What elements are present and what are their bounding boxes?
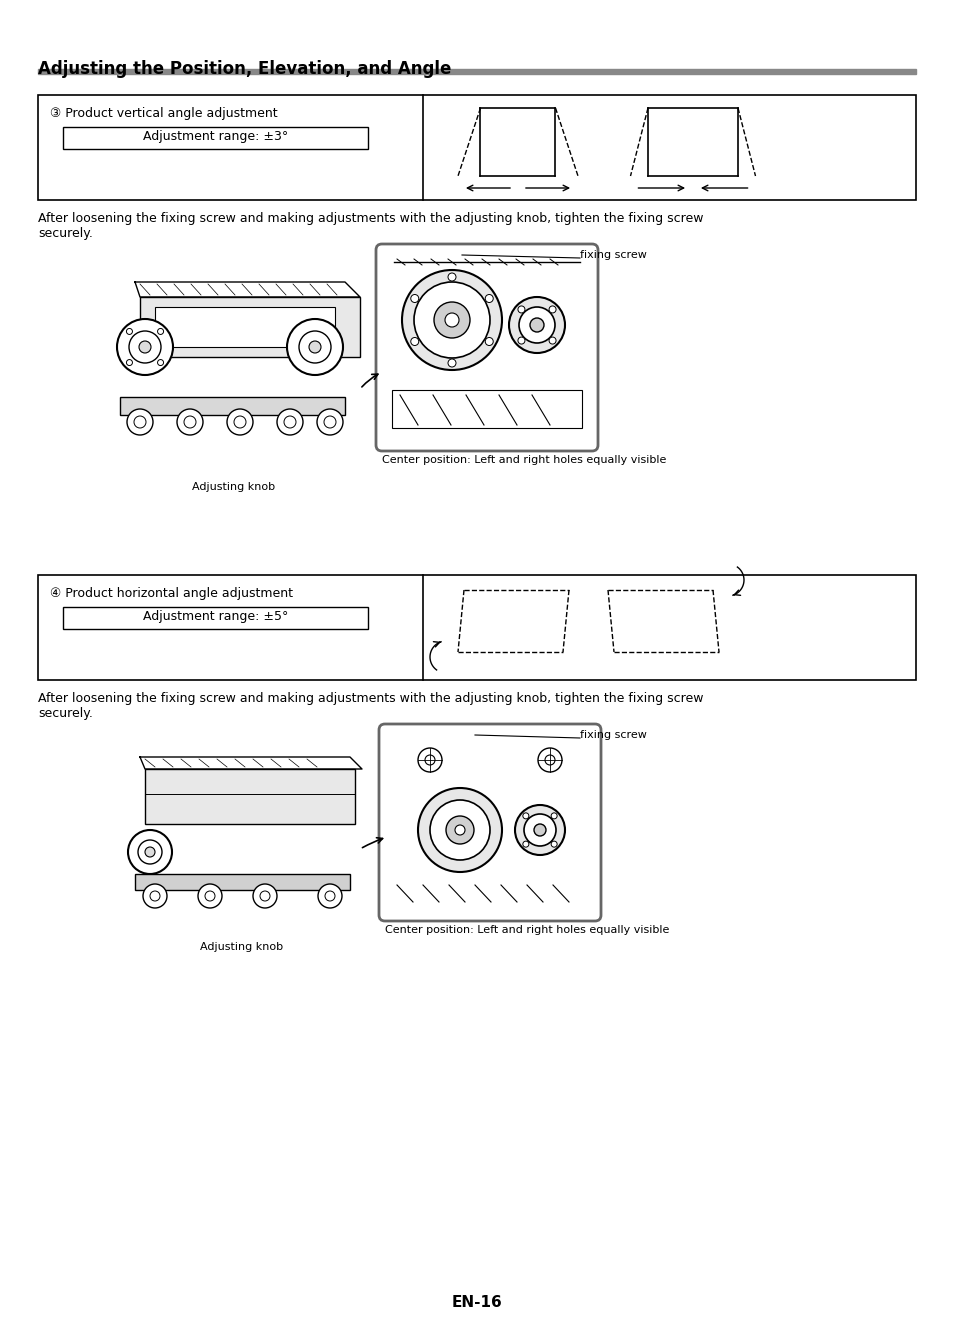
Circle shape xyxy=(434,302,470,338)
Circle shape xyxy=(309,341,320,353)
Circle shape xyxy=(205,890,214,901)
Circle shape xyxy=(446,816,474,844)
Circle shape xyxy=(316,409,343,435)
Bar xyxy=(140,297,359,357)
Circle shape xyxy=(430,800,490,860)
Circle shape xyxy=(184,416,195,428)
Bar xyxy=(63,127,368,148)
Circle shape xyxy=(424,755,435,765)
Circle shape xyxy=(517,337,524,344)
Circle shape xyxy=(276,409,303,435)
Circle shape xyxy=(127,360,132,365)
Circle shape xyxy=(515,805,564,854)
FancyBboxPatch shape xyxy=(378,725,600,921)
Circle shape xyxy=(198,884,222,908)
Text: fixing screw: fixing screw xyxy=(579,250,646,259)
Circle shape xyxy=(287,320,343,374)
Circle shape xyxy=(117,320,172,374)
Circle shape xyxy=(157,329,163,334)
Circle shape xyxy=(139,341,151,353)
Circle shape xyxy=(509,297,564,353)
Circle shape xyxy=(417,747,441,771)
Text: fixing screw: fixing screw xyxy=(579,730,646,739)
Circle shape xyxy=(549,337,556,344)
Circle shape xyxy=(138,840,162,864)
Circle shape xyxy=(549,306,556,313)
Circle shape xyxy=(177,409,203,435)
Circle shape xyxy=(530,318,543,332)
Text: Adjustment range: ±3°: Adjustment range: ±3° xyxy=(143,130,288,143)
Circle shape xyxy=(448,360,456,366)
Text: Center position: Left and right holes equally visible: Center position: Left and right holes eq… xyxy=(385,925,669,935)
Circle shape xyxy=(129,332,161,364)
Text: Adjusting the Position, Elevation, and Angle: Adjusting the Position, Elevation, and A… xyxy=(38,60,451,78)
Circle shape xyxy=(401,270,501,370)
Bar xyxy=(145,769,355,824)
Circle shape xyxy=(324,416,335,428)
Circle shape xyxy=(157,360,163,365)
Bar xyxy=(135,874,350,890)
Circle shape xyxy=(523,814,556,846)
Circle shape xyxy=(414,282,490,358)
Circle shape xyxy=(143,884,167,908)
Circle shape xyxy=(411,294,418,302)
Circle shape xyxy=(518,308,555,344)
Circle shape xyxy=(455,825,464,836)
Text: Adjusting knob: Adjusting knob xyxy=(200,943,283,952)
Circle shape xyxy=(544,755,555,765)
Circle shape xyxy=(537,747,561,771)
Circle shape xyxy=(298,332,331,364)
Circle shape xyxy=(522,841,528,848)
Bar xyxy=(38,575,915,681)
Circle shape xyxy=(127,409,152,435)
FancyBboxPatch shape xyxy=(375,243,598,451)
Circle shape xyxy=(253,884,276,908)
Text: After loosening the fixing screw and making adjustments with the adjusting knob,: After loosening the fixing screw and mak… xyxy=(38,213,702,241)
Circle shape xyxy=(325,890,335,901)
Circle shape xyxy=(517,306,524,313)
Circle shape xyxy=(128,830,172,874)
Bar xyxy=(38,95,915,201)
Bar xyxy=(63,607,368,628)
Bar xyxy=(154,308,335,348)
Circle shape xyxy=(551,841,557,848)
Circle shape xyxy=(448,273,456,281)
Circle shape xyxy=(133,416,146,428)
Bar xyxy=(120,397,345,414)
Circle shape xyxy=(534,824,545,836)
Circle shape xyxy=(317,884,341,908)
Circle shape xyxy=(260,890,270,901)
Circle shape xyxy=(227,409,253,435)
Text: Adjusting knob: Adjusting knob xyxy=(192,483,274,492)
Circle shape xyxy=(485,337,493,345)
Bar xyxy=(38,70,915,74)
Circle shape xyxy=(417,787,501,872)
Circle shape xyxy=(551,813,557,818)
Circle shape xyxy=(485,294,493,302)
Text: Center position: Left and right holes equally visible: Center position: Left and right holes eq… xyxy=(381,455,666,465)
Circle shape xyxy=(444,313,458,328)
Circle shape xyxy=(150,890,160,901)
Text: EN-16: EN-16 xyxy=(451,1296,502,1310)
Circle shape xyxy=(233,416,246,428)
Text: After loosening the fixing screw and making adjustments with the adjusting knob,: After loosening the fixing screw and mak… xyxy=(38,693,702,721)
Text: ④ Product horizontal angle adjustment: ④ Product horizontal angle adjustment xyxy=(50,587,293,600)
Circle shape xyxy=(522,813,528,818)
Circle shape xyxy=(145,848,154,857)
Circle shape xyxy=(284,416,295,428)
Bar xyxy=(392,390,581,428)
Circle shape xyxy=(411,337,418,345)
Circle shape xyxy=(127,329,132,334)
Text: Adjustment range: ±5°: Adjustment range: ±5° xyxy=(143,610,288,623)
Text: ③ Product vertical angle adjustment: ③ Product vertical angle adjustment xyxy=(50,107,277,120)
